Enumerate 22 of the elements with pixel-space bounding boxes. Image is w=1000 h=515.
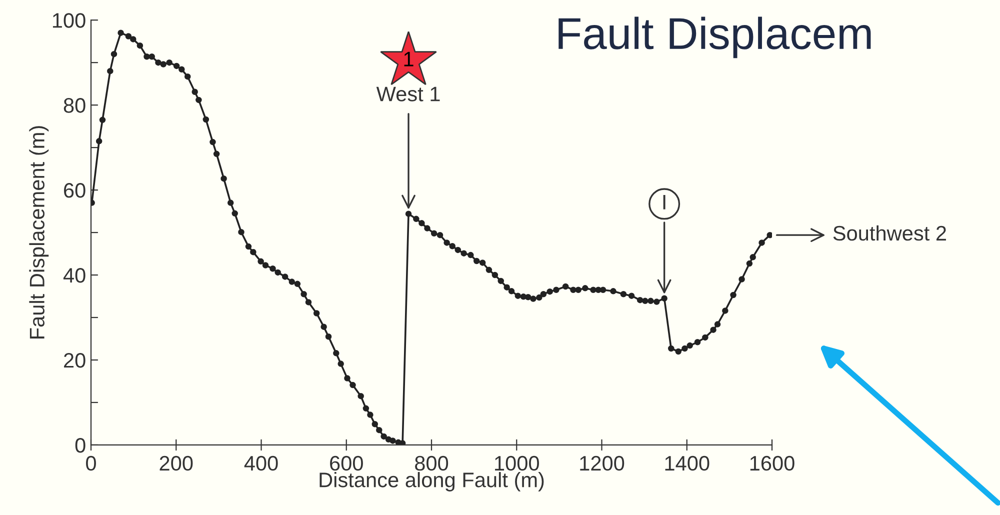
y-tick-label: 0: [75, 438, 86, 453]
x-tick-label: 400: [244, 456, 278, 471]
y-tick-label: 20: [64, 352, 86, 368]
y-tick-label: 80: [64, 98, 86, 113]
x-axis-title: Distance along Fault (m): [320, 472, 544, 492]
y-tick-label: 100: [52, 13, 86, 28]
x-tick-label: 1000: [495, 456, 539, 471]
x-tick-label: 600: [330, 456, 363, 471]
x-tick-label: 0: [86, 456, 96, 471]
x-tick-label: 1400: [665, 456, 710, 471]
x-tick-label: 1200: [580, 456, 624, 471]
x-tick-label: 200: [160, 456, 193, 471]
annotation: Southwest 2: [833, 225, 946, 241]
x-tick-label: 1600: [750, 456, 794, 471]
chart-title: Fault Displacem: [558, 16, 871, 58]
annotation: West 1: [376, 86, 440, 102]
annotation: 1: [404, 52, 414, 66]
y-axis-title: Fault Displacement (m): [29, 126, 49, 338]
x-tick-label: 800: [415, 456, 448, 471]
y-tick-label: 40: [63, 268, 86, 283]
y-tick-label: 60: [64, 183, 86, 198]
annotation: I: [663, 194, 666, 210]
